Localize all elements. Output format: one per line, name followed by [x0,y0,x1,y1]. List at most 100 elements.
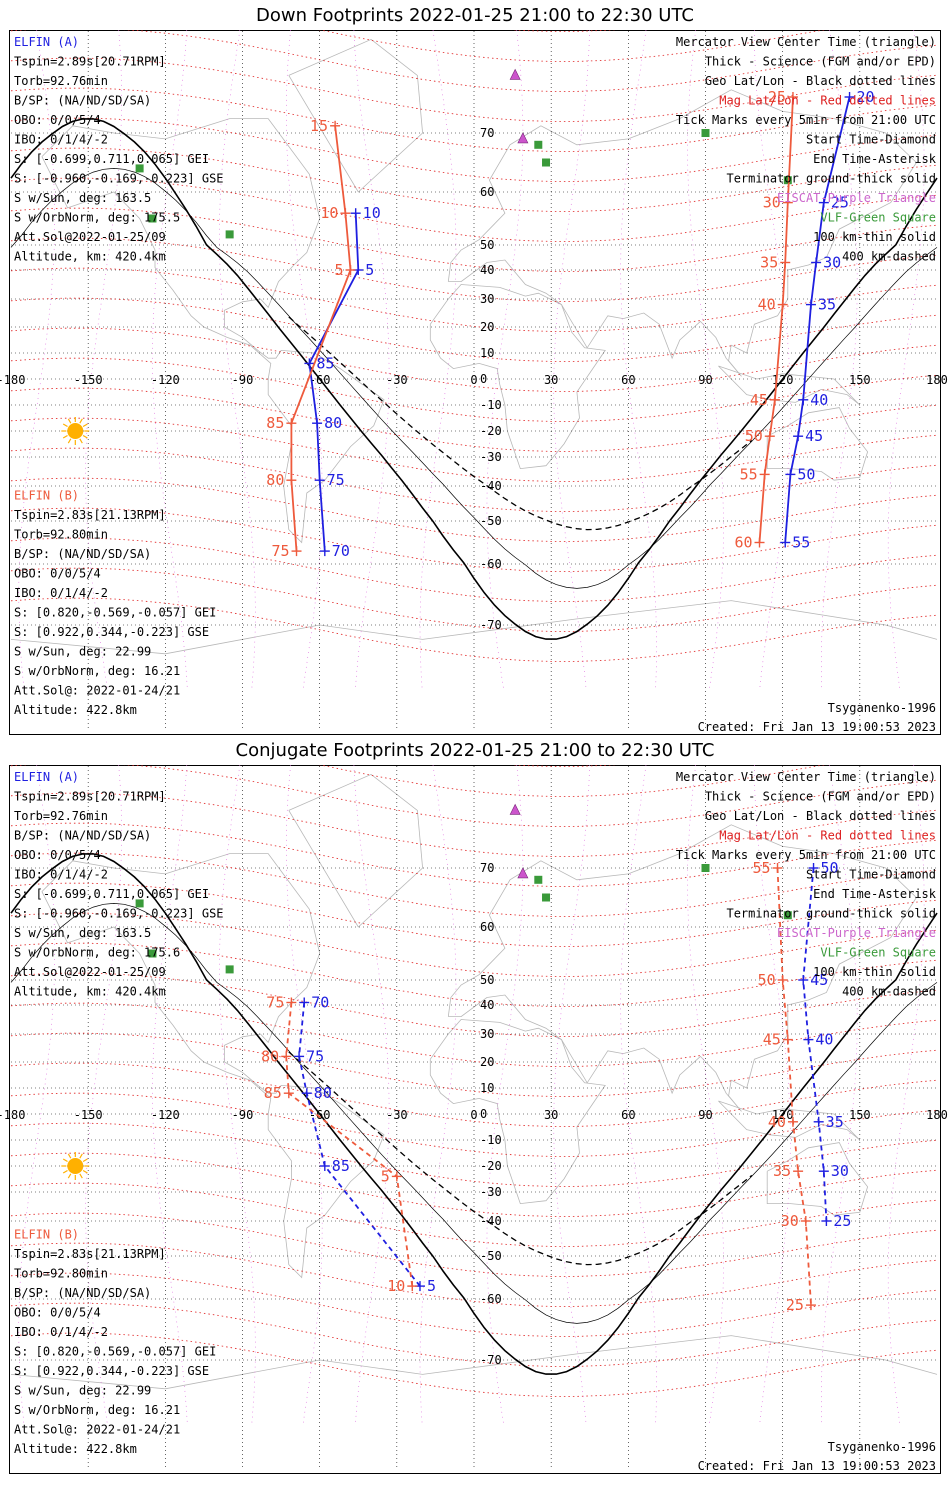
elfin-a-info-line: B/SP: (NA/ND/SD/SA) [14,94,151,108]
tick-label: 30 [831,1162,849,1180]
lat-tick-label: 20 [480,1055,494,1069]
lon-tick-label: 60 [621,373,635,387]
legend-line: Mercator View Center Time (triangle) [676,770,936,784]
lon-tick-label: 120 [772,1108,794,1122]
mag-lon-line [687,30,724,691]
lon-tick-label: 90 [698,373,712,387]
mag-lon-line [887,765,925,1426]
tick-label: 85 [316,354,334,372]
elfin-a-info-line: B/SP: (NA/ND/SD/SA) [14,829,151,843]
orbit-track [802,867,828,1222]
tick-label: 30 [763,194,781,212]
tick-label: 80 [261,1047,279,1065]
vlf-station-square [542,158,551,167]
lon-tick-label: -150 [74,373,103,387]
created-timestamp: Created: Fri Jan 13 19:00:53 2023 [698,720,936,734]
tick-label: 70 [311,994,329,1012]
lat-tick-label: -40 [480,1214,502,1228]
mag-lon-line [285,765,323,1426]
elfin-a-info-line: S w/OrbNorm, deg: 175.6 [14,946,180,960]
terminator-ground-line [10,853,938,1375]
elfin-a-info-line: Att.Sol@2022-01-25/09 [14,230,166,244]
lon-tick-label: 0 [470,373,477,387]
elfin-b-info-line: Altitude: 422.8km [14,703,137,717]
lat-tick-label: -10 [480,1133,502,1147]
legend-line: Mercator View Center Time (triangle) [676,35,936,49]
eiscat-station-triangle [509,68,521,80]
elfin-b-info-line: Tspin=2.83s[21.13RPM] [14,1247,166,1261]
legend-line: End Time-Asterisk [813,152,937,166]
tick-label: 35 [760,254,778,272]
elfin-b-info-line: Torb=92.80min [14,1267,108,1281]
lon-tick-label: 30 [544,1108,558,1122]
orbit-track [784,96,851,543]
tick-label: 75 [266,994,284,1012]
tick-label: 25 [833,1212,851,1230]
mag-lon-line [285,30,323,691]
legend-line: VLF-Green Square [820,211,936,225]
vlf-station-square [225,230,234,239]
tick-label: 50 [758,971,776,989]
tick-label: 55 [752,859,770,877]
conjugate-footprints-title: Conjugate Footprints 2022-01-25 21:00 to… [235,740,715,761]
elfin-b-info-line: OBO: 0/0/5/4 [14,1306,101,1320]
tick-label: 80 [324,414,342,432]
tick-label: 85 [264,1084,282,1102]
sun-ray [79,418,83,424]
coastline [766,1142,869,1216]
terminator-ground-line [10,118,938,640]
tick-label: 45 [805,427,823,445]
lat-tick-label: -20 [480,424,502,438]
tick-label: 40 [815,1031,833,1049]
elfin-b-info-line: S: [0.820,-0.569,-0.057] GEI [14,606,216,620]
down-footprints-title: Down Footprints 2022-01-25 21:00 to 22:3… [256,5,694,26]
mag-lon-line [419,30,457,691]
lon-tick-label: 30 [544,373,558,387]
vlf-station-square [534,140,543,149]
sun-ray [82,434,88,439]
vlf-station-square [225,965,234,974]
mag-lon-line [754,765,791,1426]
tick-label: 55 [740,465,758,483]
sun-ray [82,423,88,428]
lon-tick-label: -30 [386,1108,408,1122]
legend-line: Thick - Science (FGM and/or EPD) [705,55,936,69]
elfin-b-info-line: ELFIN (B) [14,1228,79,1242]
coastline [718,365,861,406]
elfin-b-info-line: Tspin=2.83s[21.13RPM] [14,508,166,522]
coastline [10,600,938,655]
lat-tick-label: 70 [480,861,494,875]
legend-line: 400 km-dashed [842,250,936,264]
tick-label: 10 [320,204,338,222]
coastline [288,38,424,193]
sun-disk [67,1158,84,1174]
elfin-a-info-line: S w/Sun, deg: 163.5 [14,926,151,940]
vlf-station-square [701,129,710,137]
orbit-track [758,96,794,543]
elfin-a-info-line: Tspin=2.89s[20.71RPM] [14,55,166,69]
mag-lon-line [887,30,925,691]
tick-label: 35 [773,1162,791,1180]
coastline [10,1335,938,1390]
lon-tick-label: -90 [232,1108,254,1122]
legend-line: Tick Marks every 5min from 21:00 UTC [676,848,936,862]
lat-tick-label: 30 [480,292,494,306]
lon-tick-label: 180 [926,373,948,387]
mag-lon-line [85,30,122,691]
lon-tick-label: 60 [621,1108,635,1122]
tick-label: 50 [797,465,815,483]
lon-tick-label: -180 [0,1108,25,1122]
mag-lon-line [152,30,188,691]
tick-label: 35 [826,1113,844,1131]
tick-label: 10 [387,1277,405,1295]
tick-label: 45 [810,971,828,989]
lon-tick-label: 150 [849,373,871,387]
sun-icon [61,417,90,445]
mag-lon-line [353,30,390,691]
elfin-a-info-line: S w/OrbNorm, deg: 175.5 [14,211,180,225]
tick-label: 25 [831,194,849,212]
elfin-a-info-line: ELFIN (A) [14,35,79,49]
eiscat-station-triangle [509,803,521,815]
sun-ray [79,1173,83,1179]
legend-line: Terminator ground-thick solid [726,172,936,186]
